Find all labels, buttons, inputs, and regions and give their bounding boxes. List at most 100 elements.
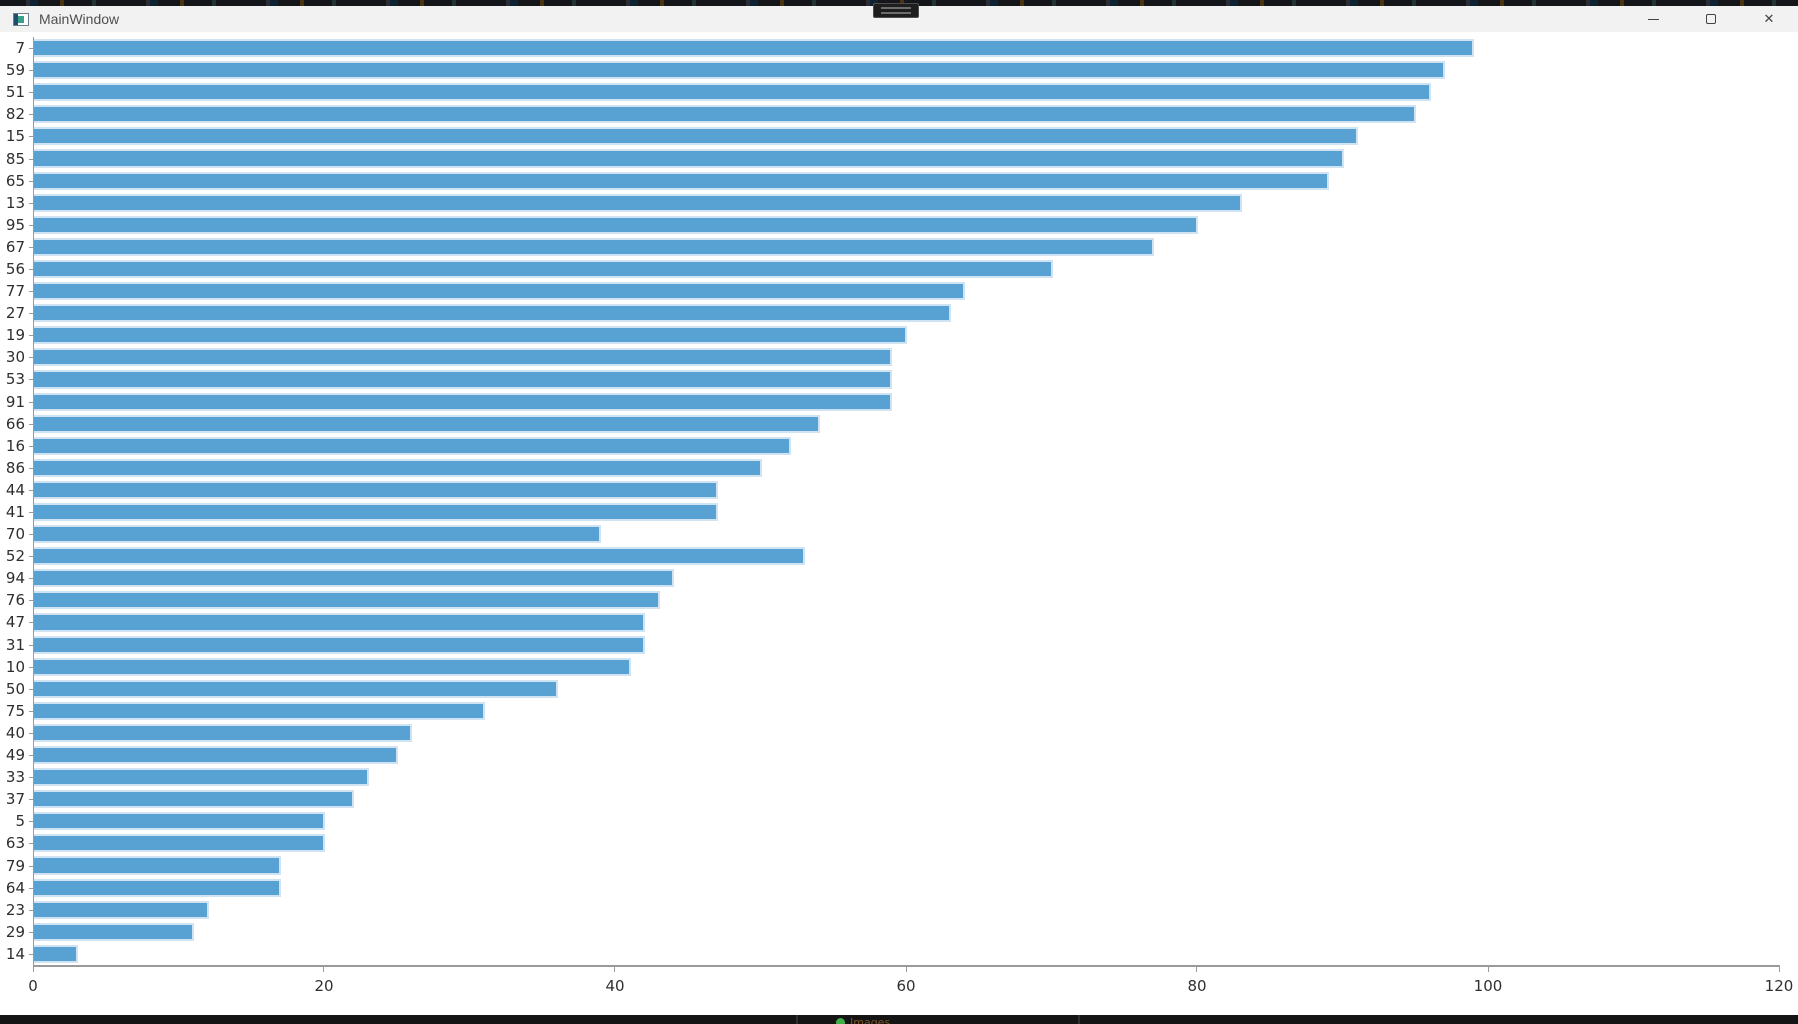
y-tick-mark — [29, 224, 33, 226]
bar-row: 77 — [6, 280, 1780, 302]
bar-row: 37 — [6, 788, 1780, 810]
y-tick-mark — [29, 821, 33, 823]
bar — [34, 149, 1344, 168]
bar — [34, 39, 1475, 58]
bar — [34, 392, 893, 411]
y-tick-mark — [29, 953, 33, 955]
taskbar-separator — [796, 1015, 798, 1024]
bar-row: 53 — [6, 368, 1780, 390]
y-tick-mark — [29, 600, 33, 602]
y-tick-label: 23 — [5, 900, 25, 919]
bar-row: 91 — [6, 391, 1780, 413]
x-tick-mark — [1196, 967, 1198, 972]
y-tick-mark — [29, 180, 33, 182]
y-tick-mark — [29, 467, 33, 469]
y-tick-label: 7 — [15, 39, 25, 58]
bar-chart: 7 59 51 82 15 85 65 13 95 67 56 77 27 19 30 53 91 66 16 86 4… — [0, 32, 1798, 1015]
y-tick-label: 52 — [5, 547, 25, 566]
y-tick-label: 31 — [5, 635, 25, 654]
y-tick-mark — [29, 644, 33, 646]
y-tick-label: 50 — [5, 679, 25, 698]
bar-row: 33 — [6, 766, 1780, 788]
close-button[interactable]: ✕ — [1740, 6, 1798, 32]
window-grab-handle[interactable] — [873, 3, 919, 18]
bar-row: 27 — [6, 302, 1780, 324]
bar-row: 86 — [6, 457, 1780, 479]
y-tick-label: 91 — [5, 392, 25, 411]
bar — [34, 61, 1446, 80]
bar — [34, 193, 1242, 212]
y-tick-label: 41 — [5, 503, 25, 522]
y-tick-label: 63 — [5, 834, 25, 853]
y-tick-label: 19 — [5, 326, 25, 345]
grab-handle-line — [881, 7, 911, 9]
bar-row: 59 — [6, 59, 1780, 81]
bar-row: 63 — [6, 832, 1780, 854]
y-tick-mark — [29, 578, 33, 580]
y-tick-label: 10 — [5, 657, 25, 676]
y-tick-mark — [29, 423, 33, 425]
y-tick-mark — [29, 489, 33, 491]
bar — [34, 525, 602, 544]
x-tick-mark — [1487, 967, 1489, 972]
bar-row: 5 — [15, 810, 1780, 832]
maximize-button[interactable] — [1682, 6, 1740, 32]
y-tick-label: 94 — [5, 569, 25, 588]
y-tick-label: 40 — [5, 723, 25, 742]
bar-row: 75 — [6, 700, 1780, 722]
y-tick-mark — [29, 865, 33, 867]
y-tick-label: 77 — [5, 282, 25, 301]
bar — [34, 922, 195, 941]
bar — [34, 414, 820, 433]
y-tick-mark — [29, 202, 33, 204]
bar-row: 95 — [6, 214, 1780, 236]
bar — [34, 127, 1359, 146]
y-tick-mark — [29, 909, 33, 911]
y-tick-label: 5 — [15, 812, 25, 831]
minimize-button[interactable] — [1624, 6, 1682, 32]
x-tick-mark — [905, 967, 907, 972]
bar — [34, 878, 282, 897]
y-tick-mark — [29, 114, 33, 116]
bar-row: 44 — [6, 479, 1780, 501]
x-tick-label: 80 — [1187, 977, 1207, 995]
bar — [34, 502, 718, 522]
window-controls: ✕ — [1624, 6, 1798, 32]
bar — [34, 259, 1053, 279]
y-tick-label: 79 — [5, 856, 25, 875]
bar-row: 7 — [15, 37, 1780, 59]
x-tick-label: 100 — [1473, 977, 1503, 995]
bar-row: 49 — [6, 744, 1780, 766]
y-tick-mark — [29, 799, 33, 801]
maximize-icon — [1706, 14, 1716, 24]
bar-row: 10 — [6, 656, 1780, 678]
x-axis: 0 20 40 60 80 100 120 — [28, 967, 1793, 1007]
bar — [34, 768, 369, 787]
y-tick-label: 16 — [5, 436, 25, 455]
bar-row: 76 — [6, 589, 1780, 611]
y-tick-mark — [29, 512, 33, 514]
y-tick-label: 65 — [5, 171, 25, 190]
y-tick-mark — [29, 268, 33, 270]
y-tick-mark — [29, 70, 33, 72]
y-tick-label: 51 — [5, 83, 25, 102]
window-title: MainWindow — [39, 11, 120, 27]
bar — [34, 547, 806, 566]
y-tick-mark — [29, 246, 33, 248]
bar-row: 64 — [6, 877, 1780, 899]
bar-row: 19 — [6, 324, 1780, 346]
bar — [34, 370, 893, 389]
x-tick-label: 20 — [314, 977, 334, 995]
bar-row: 79 — [6, 854, 1780, 876]
y-tick-mark — [29, 732, 33, 734]
y-tick-label: 75 — [5, 701, 25, 720]
y-tick-mark — [29, 379, 33, 381]
bar — [34, 812, 325, 831]
y-tick-label: 85 — [5, 149, 25, 168]
minimize-icon — [1647, 18, 1659, 20]
x-tick-label: 60 — [896, 977, 916, 995]
bar-row: 66 — [6, 413, 1780, 435]
y-tick-mark — [29, 291, 33, 293]
y-tick-mark — [29, 777, 33, 779]
bar-row: 30 — [6, 346, 1780, 368]
